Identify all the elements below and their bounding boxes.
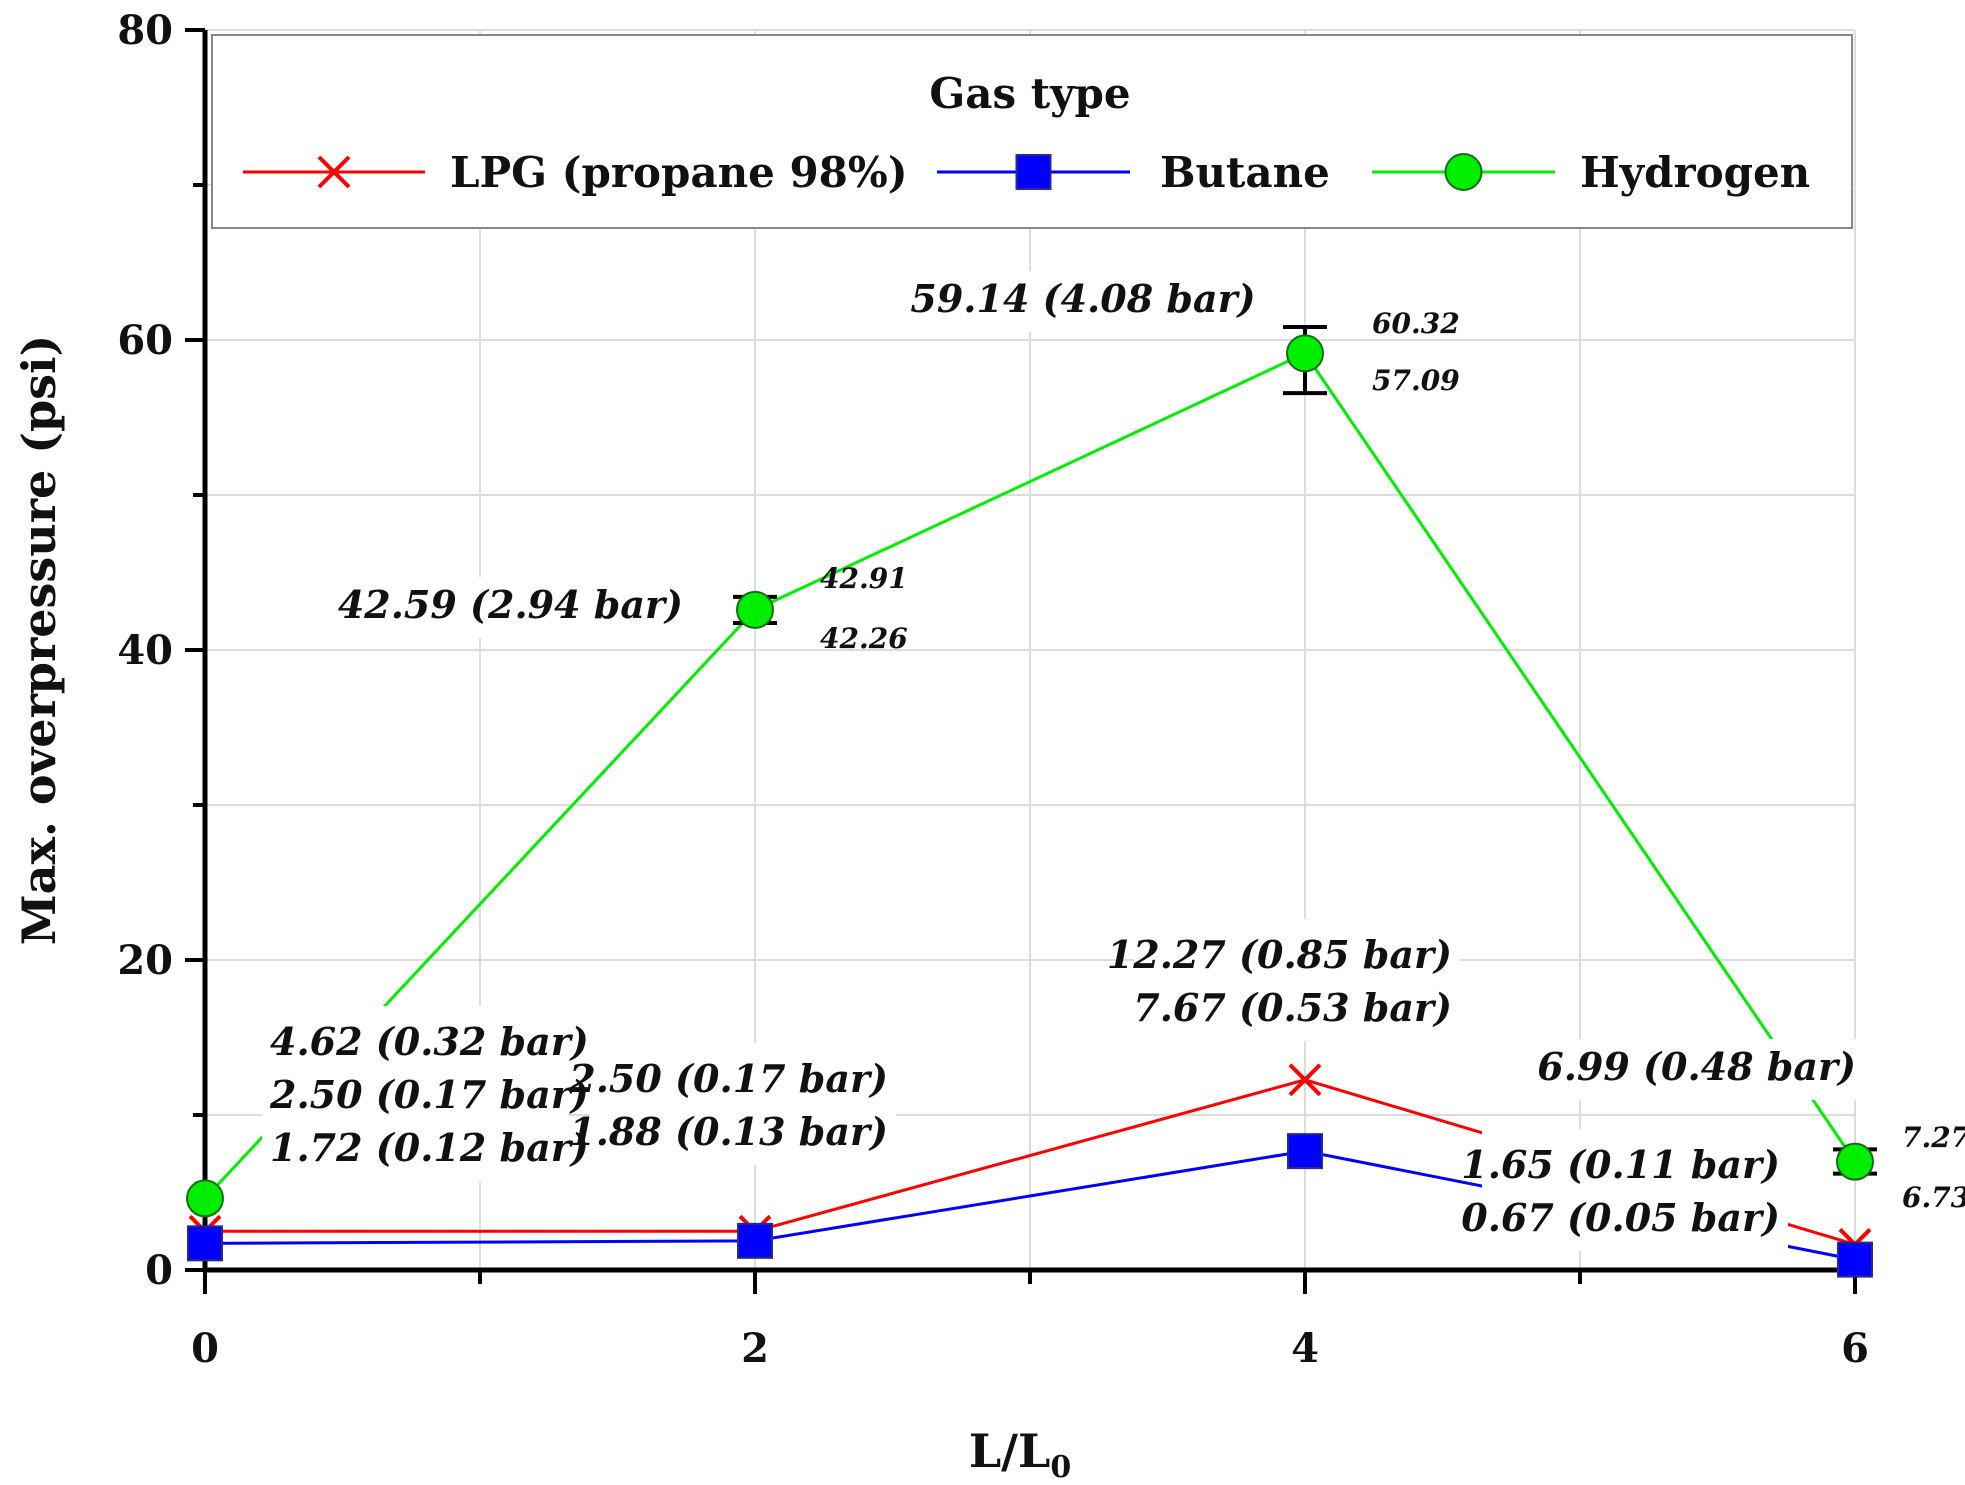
y-tick-label: 0	[145, 1247, 173, 1294]
annotation-text: 1.72 (0.12 bar)	[270, 1125, 589, 1170]
data-point-hydrogen	[186, 1179, 224, 1218]
legend-title: Gas type	[929, 69, 1130, 118]
x-axis-title-sub: 0	[1050, 1450, 1071, 1485]
error-high-x2: 42.91	[820, 562, 908, 595]
legend-items: LPG (propane 98%) Butane Hydrogen	[243, 148, 1810, 197]
marker-stroke	[317, 155, 351, 189]
error-low-x4: 57.09	[1372, 364, 1460, 397]
annotation-text: 1.88 (0.13 bar)	[569, 1109, 888, 1154]
legend-marker	[1444, 153, 1483, 191]
x-tick-label: 6	[1841, 1325, 1869, 1372]
annotation-x0: 4.62 (0.32 bar) 2.50 (0.17 bar) 1.72 (0.12…	[262, 1006, 589, 1181]
series-line-hydrogen	[203, 351, 1857, 1200]
x-tick-label: 2	[741, 1325, 769, 1372]
annotation-text: 12.27 (0.85 bar)	[1107, 932, 1452, 977]
annotation-text: 59.14 (4.08 bar)	[910, 276, 1255, 321]
annotation-text: 2.50 (0.17 bar)	[568, 1056, 888, 1101]
y-tick-label: 40	[117, 627, 173, 674]
error-low-x6: 6.73	[1902, 1181, 1965, 1214]
y-tick-label: 60	[117, 317, 173, 364]
annotation-text: 7.67 (0.53 bar)	[1133, 985, 1452, 1030]
data-point-hydrogen	[736, 590, 774, 629]
annotation-bg	[355, 577, 691, 638]
annotation-x2-hydrogen: 42.59 (2.94 bar)	[338, 577, 691, 638]
annotation-x4-low: 12.27 (0.85 bar) 7.67 (0.53 bar)	[1107, 919, 1460, 1041]
legend-label: Hydrogen	[1580, 148, 1810, 197]
legend-box	[211, 34, 1853, 229]
x-tick-label: 0	[191, 1325, 219, 1372]
data-point-butane	[187, 1225, 223, 1262]
legend-item-lpg: LPG (propane 98%)	[243, 148, 908, 197]
annotation-bg	[262, 1006, 568, 1181]
data-point-butane	[1287, 1133, 1323, 1170]
x-axis-title-main: L/L	[969, 1424, 1051, 1478]
marker-stroke	[1288, 1063, 1322, 1097]
annotation-x6-low: 1.65 (0.11 bar) 0.67 (0.05 bar)	[1461, 1129, 1788, 1251]
annotation-text: 2.50 (0.17 bar)	[269, 1072, 589, 1117]
y-tick-label: 20	[117, 937, 173, 984]
legend-label: Butane	[1160, 148, 1330, 197]
annotation-bg	[1558, 1039, 1864, 1100]
data-point-butane	[1837, 1241, 1873, 1278]
data-point-hydrogen	[1836, 1142, 1874, 1181]
ticks: 0 20 40 60 80 0 2 4 6	[117, 7, 1869, 1372]
annotation-x6-hydrogen: 6.99 (0.48 bar)	[1537, 1039, 1864, 1100]
annotations: 4.62 (0.32 bar)2.50 (0.17 bar)1.72 (0.12…	[262, 271, 1965, 1251]
annotation-text: 1.65 (0.11 bar)	[1461, 1142, 1780, 1187]
legend-item-butane: Butane	[937, 148, 1330, 197]
annotation-bg	[923, 271, 1259, 332]
legend-label: LPG (propane 98%)	[450, 148, 908, 197]
legend-item-hydrogen: Hydrogen	[1372, 148, 1810, 197]
annotation-x2-low: 2.50 (0.17 bar) 1.88 (0.13 bar)	[568, 1043, 896, 1165]
annotation-bg	[590, 1043, 896, 1165]
y-axis-title: Max. overpressure (psi)	[12, 335, 66, 946]
annotation-bg	[1482, 1129, 1788, 1251]
data-point-lpg	[1288, 1063, 1322, 1097]
error-low-x2: 42.26	[820, 622, 908, 655]
annotation-text: 6.99 (0.48 bar)	[1537, 1044, 1856, 1089]
error-high-x4: 60.32	[1372, 307, 1460, 340]
series-hydrogen	[186, 325, 1877, 1218]
annotation-text: 42.59 (2.94 bar)	[338, 582, 683, 627]
data-point-butane	[737, 1222, 773, 1259]
x-tick-label: 4	[1291, 1325, 1319, 1372]
annotation-x4-hydrogen: 59.14 (4.08 bar)	[910, 271, 1259, 332]
legend-marker	[317, 155, 351, 189]
annotation-bg	[1134, 919, 1460, 1041]
error-high-x6: 7.27	[1902, 1121, 1965, 1154]
x-axis-title: L/L0	[969, 1424, 1071, 1485]
data-point-hydrogen	[1286, 334, 1324, 373]
annotation-text: 0.67 (0.05 bar)	[1461, 1195, 1780, 1240]
legend-marker	[1015, 154, 1052, 190]
annotation-text: 4.62 (0.32 bar)	[270, 1019, 589, 1064]
legend: Gas type LPG (propane 98%) Butane Hydrogen	[211, 34, 1853, 229]
y-tick-label: 80	[117, 7, 173, 54]
